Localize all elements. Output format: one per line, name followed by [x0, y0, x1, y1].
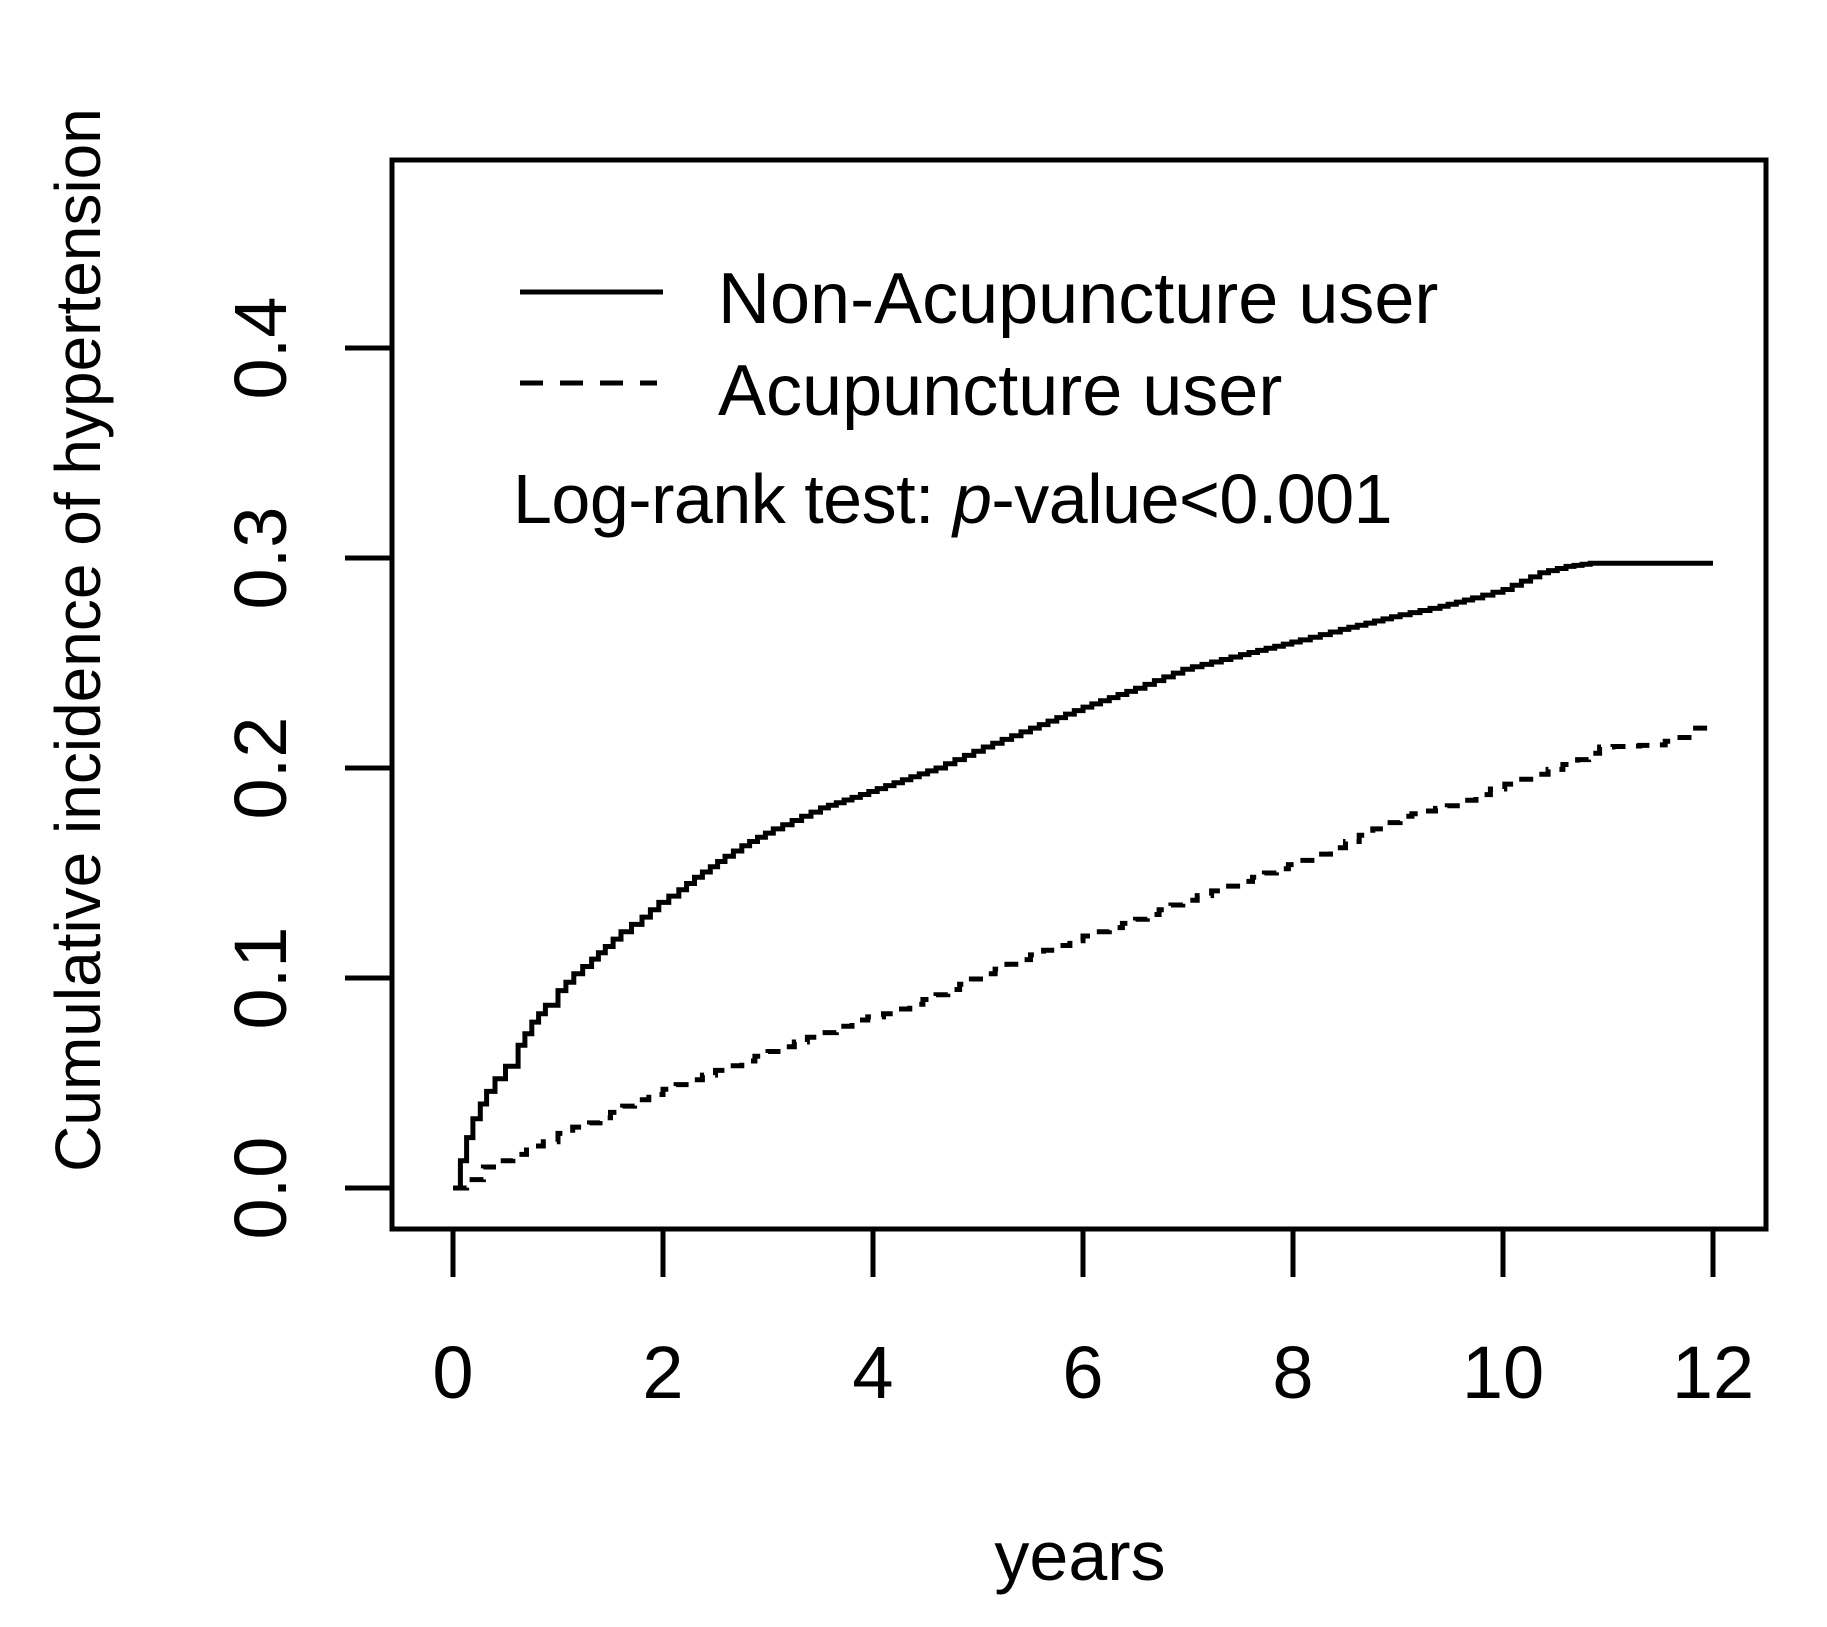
y-tick-label: 0.0	[219, 1137, 302, 1240]
y-tick-label: 0.4	[219, 297, 302, 400]
x-tick-label: 2	[642, 1331, 683, 1414]
log-rank-annotation: Log-rank test: p-value<0.001	[513, 460, 1392, 538]
x-tick-label: 12	[1672, 1331, 1754, 1414]
legend-label-acupuncture: Acupuncture user	[718, 351, 1282, 431]
axis-ticks: 0 2 4 6 8 10 12 0.0 0.1 0.2 0.3 0.4	[219, 297, 1754, 1414]
x-tick-label: 6	[1062, 1331, 1103, 1414]
x-tick-label: 0	[432, 1331, 473, 1414]
data-curves	[453, 560, 1713, 1191]
legend-label-non-acupuncture: Non-Acupuncture user	[718, 259, 1438, 339]
x-axis-title: years	[994, 1517, 1165, 1595]
plot-box	[389, 157, 1769, 1232]
y-tick-label: 0.1	[219, 927, 302, 1030]
annotation-prefix: Log-rank test:	[513, 460, 953, 538]
y-tick-label: 0.2	[219, 717, 302, 820]
acupuncture-curve	[453, 725, 1708, 1191]
x-tick-label: 10	[1462, 1331, 1544, 1414]
legend: Non-Acupuncture user Acupuncture user	[520, 259, 1438, 431]
x-tick-label: 8	[1272, 1331, 1313, 1414]
non-acupuncture-curve	[453, 560, 1713, 1191]
annotation-p-italic: p	[951, 460, 991, 538]
annotation-suffix: -value<0.001	[991, 460, 1392, 538]
y-tick-label: 0.3	[219, 507, 302, 610]
x-tick-label: 4	[852, 1331, 893, 1414]
y-axis-title: Cumulative incidence of hypertension	[42, 108, 114, 1172]
